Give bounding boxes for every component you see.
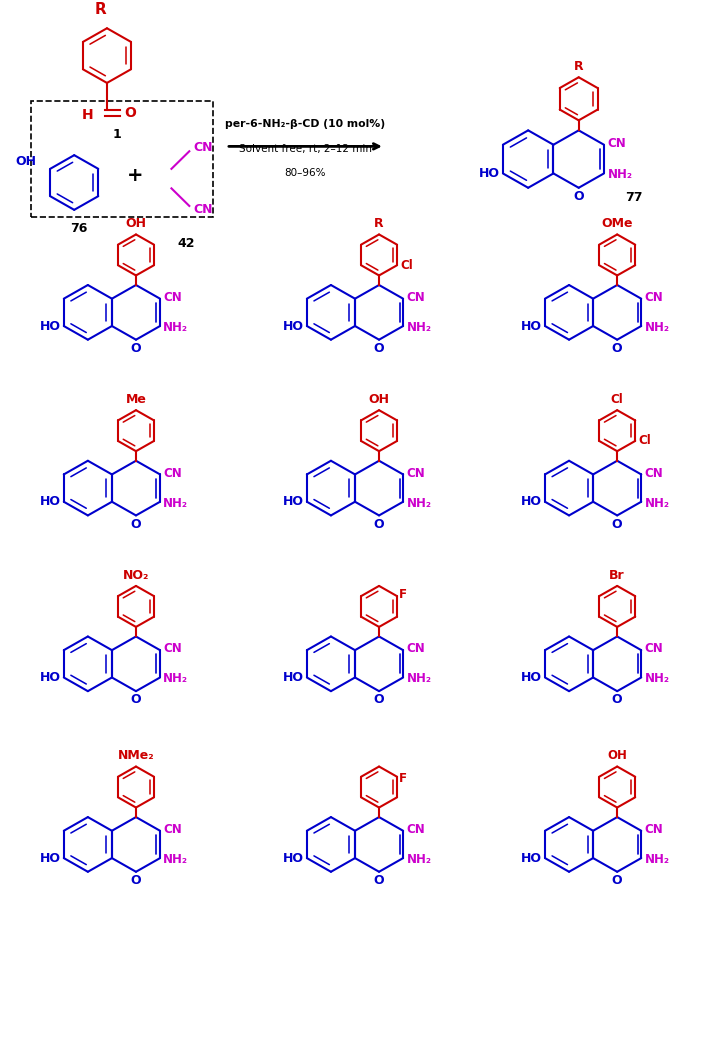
Text: Me: Me (125, 393, 147, 406)
Text: O: O (374, 517, 384, 531)
Text: NH₂: NH₂ (644, 853, 669, 866)
Text: CN: CN (163, 823, 182, 836)
Text: O: O (130, 517, 141, 531)
Text: CN: CN (194, 141, 213, 154)
Text: OH: OH (125, 218, 147, 230)
Text: O: O (124, 106, 135, 120)
Text: NH₂: NH₂ (163, 853, 189, 866)
Text: +: + (126, 166, 143, 185)
Text: CN: CN (194, 203, 213, 217)
Text: Br: Br (609, 569, 625, 582)
Text: CN: CN (406, 291, 425, 304)
Text: O: O (130, 693, 141, 706)
Text: HO: HO (283, 495, 304, 509)
Text: HO: HO (479, 167, 500, 179)
Text: OMe: OMe (601, 218, 633, 230)
Text: NH₂: NH₂ (644, 672, 669, 685)
Text: 1: 1 (113, 127, 121, 141)
Text: 76: 76 (70, 222, 88, 235)
Text: 77: 77 (625, 191, 642, 204)
Text: HO: HO (521, 495, 542, 509)
Text: O: O (374, 874, 384, 887)
Text: O: O (574, 190, 584, 203)
Text: O: O (612, 517, 623, 531)
Text: CN: CN (608, 137, 626, 150)
Text: R: R (94, 1, 106, 17)
Text: CN: CN (644, 466, 664, 480)
Text: O: O (612, 342, 623, 355)
Text: CN: CN (163, 643, 182, 655)
Text: R: R (374, 218, 384, 230)
Text: NH₂: NH₂ (644, 497, 669, 510)
Text: F: F (399, 588, 408, 601)
Text: CN: CN (163, 466, 182, 480)
Text: NH₂: NH₂ (163, 672, 189, 685)
Text: NMe₂: NMe₂ (118, 750, 155, 763)
Text: CN: CN (406, 466, 425, 480)
Text: NH₂: NH₂ (163, 321, 189, 333)
Text: HO: HO (521, 320, 542, 332)
Text: F: F (399, 772, 408, 785)
Text: OH: OH (16, 155, 36, 168)
Text: CN: CN (644, 823, 664, 836)
Text: CN: CN (644, 643, 664, 655)
Text: HO: HO (283, 852, 304, 864)
Text: Cl: Cl (400, 259, 413, 272)
Text: 42: 42 (177, 237, 195, 251)
Text: HO: HO (40, 671, 61, 684)
Text: O: O (130, 342, 141, 355)
Text: R: R (574, 59, 584, 73)
Text: H: H (82, 108, 93, 122)
Text: OH: OH (369, 393, 389, 406)
Text: NO₂: NO₂ (123, 569, 149, 582)
Text: HO: HO (283, 320, 304, 332)
Text: O: O (612, 874, 623, 887)
Text: CN: CN (406, 643, 425, 655)
Text: Cl: Cl (610, 393, 623, 406)
Text: HO: HO (521, 671, 542, 684)
Text: HO: HO (40, 852, 61, 864)
Text: O: O (612, 693, 623, 706)
Text: NH₂: NH₂ (406, 853, 432, 866)
Text: HO: HO (40, 320, 61, 332)
Text: 80–96%: 80–96% (284, 168, 326, 177)
Text: HO: HO (40, 495, 61, 509)
Text: O: O (130, 874, 141, 887)
Text: HO: HO (283, 671, 304, 684)
Text: NH₂: NH₂ (163, 497, 189, 510)
Text: NH₂: NH₂ (406, 497, 432, 510)
Text: Cl: Cl (638, 434, 651, 447)
Text: O: O (374, 693, 384, 706)
Text: OH: OH (607, 750, 627, 763)
Text: NH₂: NH₂ (608, 169, 632, 182)
Text: CN: CN (644, 291, 664, 304)
Text: Solvent free, rt, 2–12 min: Solvent free, rt, 2–12 min (239, 144, 372, 154)
Text: per-6-NH₂-β-CD (10 mol%): per-6-NH₂-β-CD (10 mol%) (225, 119, 386, 129)
Text: NH₂: NH₂ (644, 321, 669, 333)
Text: CN: CN (406, 823, 425, 836)
Text: NH₂: NH₂ (406, 672, 432, 685)
Text: NH₂: NH₂ (406, 321, 432, 333)
Text: O: O (374, 342, 384, 355)
Text: CN: CN (163, 291, 182, 304)
Text: HO: HO (521, 852, 542, 864)
